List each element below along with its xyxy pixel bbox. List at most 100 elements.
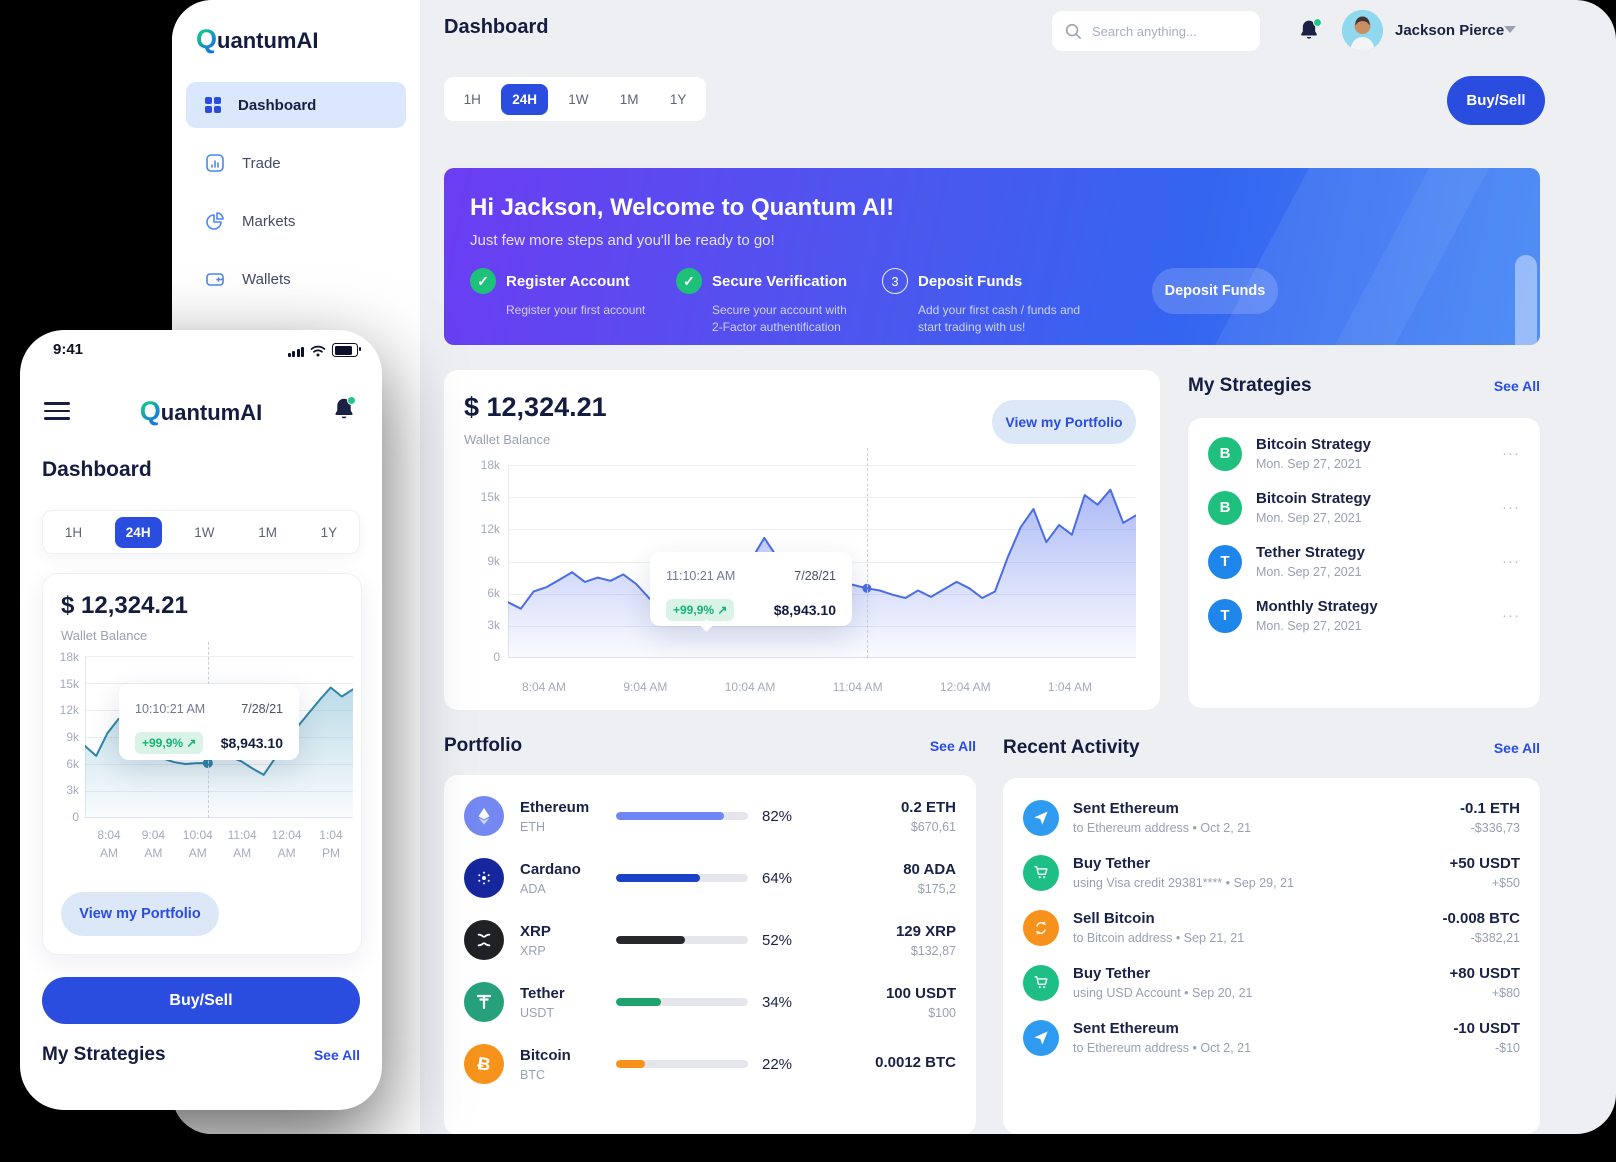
strategy-row[interactable]: B Bitcoin Strategy Mon. Sep 27, 2021 ···	[1188, 426, 1540, 480]
step-description: Add your first cash / funds and start tr…	[918, 303, 1081, 335]
portfolio-row-bitcoin[interactable]: Ƀ Bitcoin BTC 22% 0.0012 BTC	[444, 1033, 976, 1095]
sidebar-item-dashboard[interactable]: Dashboard	[186, 82, 406, 128]
portfolio-row-cardano[interactable]: Cardano ADA 64% 80 ADA $175,2	[444, 847, 976, 909]
tab-1y[interactable]: 1Y	[669, 91, 687, 107]
logo-text: uantumAI	[217, 28, 319, 53]
activity-row-sent-ethereum[interactable]: Sent Ethereum to Ethereum address • Oct …	[1003, 790, 1540, 845]
y-tick: 6k	[487, 586, 500, 600]
sidebar-item-label: Trade	[242, 154, 281, 172]
activity-row-sell-bitcoin[interactable]: Sell Bitcoin to Bitcoin address • Sep 21…	[1003, 900, 1540, 955]
tooltip-time: 10:10:21 AM	[135, 701, 206, 716]
activity-row-buy-tether[interactable]: Buy Tether using USD Account • Sep 20, 2…	[1003, 955, 1540, 1010]
allocation-bar	[616, 936, 748, 944]
activity-desc: to Bitcoin address • Sep 21, 21	[1073, 931, 1245, 945]
cart-icon	[1023, 854, 1059, 891]
row-menu-icon[interactable]: ···	[1502, 607, 1520, 624]
search-box[interactable]	[1052, 11, 1260, 51]
tab-1m[interactable]: 1M	[619, 91, 639, 107]
activity-amount: -10 USDT	[1453, 1020, 1520, 1037]
step-description: Secure your account with 2-Factor authen…	[712, 303, 847, 335]
portfolio-see-all-link[interactable]: See All	[929, 738, 976, 754]
buy-sell-button[interactable]: Buy/Sell	[1447, 76, 1545, 125]
step-number-icon: 3	[882, 268, 908, 294]
sidebar-item-label: Markets	[242, 212, 296, 230]
activity-row-sent-ethereum[interactable]: Sent Ethereum to Ethereum address • Oct …	[1003, 1010, 1540, 1065]
tab-24h[interactable]: 24H	[114, 516, 162, 548]
portfolio-row-ethereum[interactable]: Ethereum ETH 82% 0.2 ETH $670,61	[444, 785, 976, 847]
x-tick: 11:04 AM	[832, 680, 883, 694]
tab-1h[interactable]: 1H	[64, 524, 83, 540]
strategy-name: Bitcoin Strategy	[1256, 490, 1372, 507]
view-my-portfolio-button[interactable]: View my Portfolio	[992, 400, 1136, 444]
tab-24h[interactable]: 24H	[501, 83, 548, 115]
row-menu-icon[interactable]: ···	[1502, 445, 1520, 462]
asset-name: Tether	[520, 984, 565, 1002]
x-tick: 12:04 AM	[271, 828, 302, 860]
activity-name: Sent Ethereum	[1073, 800, 1179, 817]
step-title: Deposit Funds	[918, 272, 1023, 290]
strategy-row[interactable]: T Monthly Strategy Mon. Sep 27, 2021 ···	[1188, 588, 1540, 642]
asset-name: Cardano	[520, 860, 581, 878]
portfolio-row-tether[interactable]: Tether USDT 34% 100 USDT $100	[444, 971, 976, 1033]
activity-row-buy-tether[interactable]: Buy Tether using Visa credit 29381**** •…	[1003, 845, 1540, 900]
sidebar-item-markets[interactable]: Markets	[186, 198, 406, 244]
portfolio-row-xrp[interactable]: XRP XRP 52% 129 XRP $132,87	[444, 909, 976, 971]
activity-desc: to Ethereum address • Oct 2, 21	[1073, 1041, 1252, 1055]
x-tick: 10:04 AM	[724, 680, 776, 694]
activity-name: Sell Bitcoin	[1073, 910, 1155, 927]
row-menu-icon[interactable]: ···	[1502, 553, 1520, 570]
strategy-row[interactable]: T Tether Strategy Mon. Sep 27, 2021 ···	[1188, 534, 1540, 588]
coin-initial: B	[1219, 445, 1231, 462]
tab-1w[interactable]: 1W	[194, 524, 215, 540]
y-tick: 3k	[487, 618, 500, 632]
notifications-button[interactable]	[1298, 18, 1322, 44]
user-avatar[interactable]	[1342, 10, 1383, 51]
logo-q-glyph: Q	[196, 24, 218, 54]
strategies-title: My Strategies	[1188, 375, 1312, 396]
tab-1h[interactable]: 1H	[463, 91, 481, 107]
activity-desc: to Ethereum address • Oct 2, 21	[1073, 821, 1252, 835]
strategies-title: My Strategies	[42, 1044, 166, 1065]
activity-see-all-link[interactable]: See All	[1493, 740, 1540, 756]
tab-1m[interactable]: 1M	[258, 524, 277, 540]
chart-x-axis: 8:04 AM 9:04 AM 10:04 AM 11:04 AM 12:04 …	[522, 680, 1092, 694]
notifications-button[interactable]	[332, 396, 356, 422]
sidebar-item-trade[interactable]: Trade	[186, 140, 406, 186]
view-my-portfolio-button[interactable]: View my Portfolio	[61, 892, 219, 936]
coin-initial: T	[1220, 607, 1230, 624]
search-icon	[1065, 23, 1082, 40]
strategies-see-all-link[interactable]: See All	[1493, 378, 1540, 394]
tab-1y[interactable]: 1Y	[320, 524, 338, 540]
strategy-row[interactable]: B Bitcoin Strategy Mon. Sep 27, 2021 ···	[1188, 480, 1540, 534]
search-input[interactable]	[1090, 22, 1244, 40]
asset-name: XRP	[520, 922, 551, 940]
allocation-percent: 22%	[762, 1055, 793, 1073]
activity-amount: -0.1 ETH	[1459, 800, 1520, 817]
activity-value: +$80	[1491, 986, 1520, 1000]
tether-icon	[464, 982, 504, 1022]
wallet-balance-label: Wallet Balance	[464, 432, 551, 447]
sidebar-item-wallets[interactable]: Wallets	[186, 256, 406, 302]
user-menu-chevron-icon[interactable]	[1504, 26, 1516, 33]
portfolio-title: Portfolio	[444, 735, 523, 756]
avatar-photo	[1342, 10, 1383, 51]
strategies-see-all-link[interactable]: See All	[313, 1047, 360, 1063]
asset-amount: 80 ADA	[903, 860, 956, 878]
chart-tooltip: 10:10:21 AM 7/28/21 +99,9% ↗ $8,943.10	[119, 684, 299, 760]
deposit-funds-button[interactable]: Deposit Funds	[1152, 268, 1278, 314]
trade-chart-icon	[206, 154, 224, 172]
row-menu-icon[interactable]: ···	[1502, 499, 1520, 516]
desktop-app-window: QuantumAI Dashboard Trade Markets	[172, 0, 1616, 1134]
activity-amount: +80 USDT	[1449, 965, 1520, 982]
y-tick: 0	[493, 650, 500, 664]
check-circle-icon: ✓	[676, 268, 702, 294]
hamburger-menu-icon[interactable]	[44, 402, 70, 420]
wifi-icon	[310, 345, 326, 357]
notification-dot	[347, 396, 356, 405]
strategy-date: Mon. Sep 27, 2021	[1256, 565, 1362, 579]
send-icon	[1023, 799, 1059, 836]
time-range-tabs: 1H 24H 1W 1M 1Y	[42, 510, 360, 554]
tab-1w[interactable]: 1W	[568, 91, 589, 107]
buy-sell-button[interactable]: Buy/Sell	[42, 977, 360, 1024]
activity-card: Sent Ethereum to Ethereum address • Oct …	[1003, 778, 1540, 1134]
